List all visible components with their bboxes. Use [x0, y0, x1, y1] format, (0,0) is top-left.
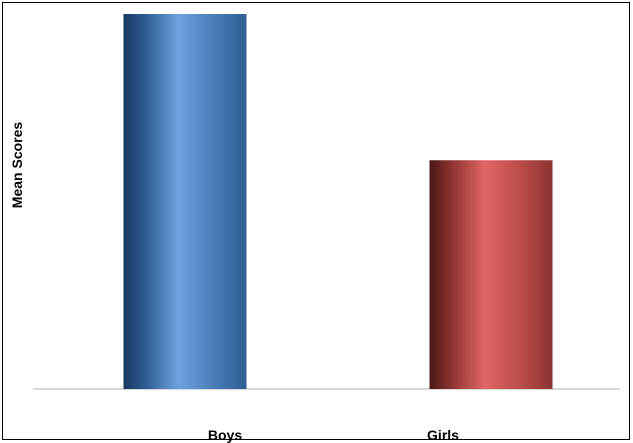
bars-group — [123, 14, 553, 389]
category-labels: Boys Girls — [208, 427, 459, 443]
bar-boys — [123, 14, 247, 389]
bar-girls — [429, 160, 553, 389]
x-tick-label-girls: Girls — [427, 427, 459, 443]
y-axis-title: Mean Scores — [9, 122, 25, 209]
x-tick-label-boys: Boys — [208, 427, 242, 443]
